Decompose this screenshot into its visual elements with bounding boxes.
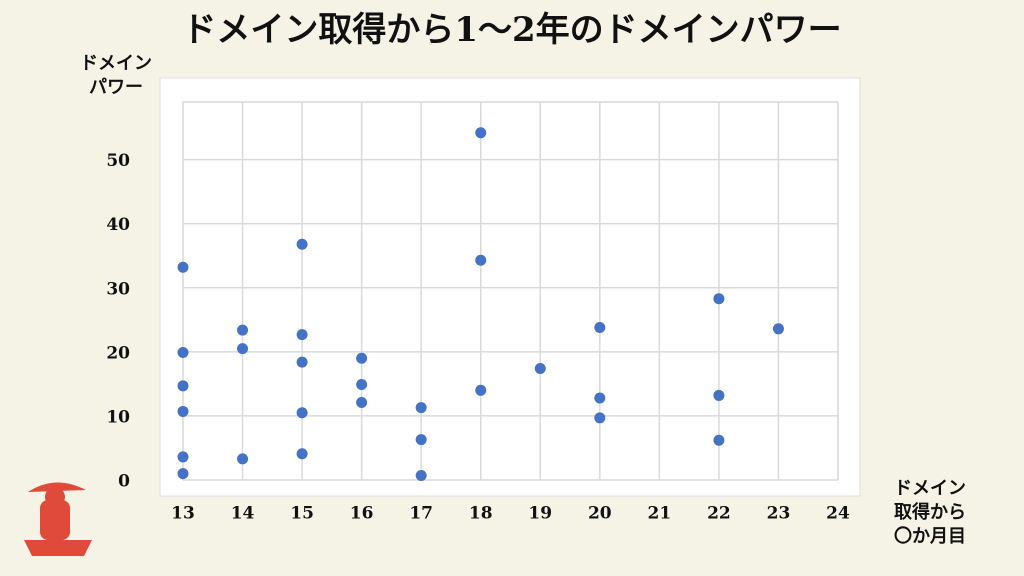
- logo: [24, 482, 92, 556]
- point: [594, 322, 606, 334]
- y-tick-label: 0: [118, 472, 130, 492]
- point: [356, 396, 368, 408]
- chart-title: ドメイン取得から1〜2年のドメインパワー: [182, 10, 841, 50]
- y-axis-label: パワー: [89, 77, 143, 98]
- point: [713, 389, 725, 401]
- x-tick-label: 21: [648, 504, 672, 524]
- y-axis-label: ドメイン: [80, 53, 152, 74]
- point: [177, 468, 189, 480]
- y-tick-label: 40: [106, 215, 130, 235]
- point: [713, 293, 725, 305]
- point: [475, 254, 487, 266]
- point: [177, 405, 189, 417]
- y-tick-label: 30: [106, 279, 130, 299]
- point: [594, 412, 606, 424]
- plot-area: [159, 77, 861, 497]
- x-tick-label: 18: [469, 504, 493, 524]
- x-tick-label: 15: [290, 504, 314, 524]
- point: [177, 261, 189, 273]
- y-tick-label: 10: [106, 407, 130, 427]
- point: [475, 127, 487, 139]
- x-tick-label: 17: [409, 504, 433, 524]
- x-tick-label: 23: [767, 504, 791, 524]
- point: [237, 324, 249, 336]
- point: [415, 470, 427, 482]
- x-axis-label: 取得から: [894, 501, 966, 523]
- point: [713, 434, 725, 446]
- x-tick-label: 24: [826, 504, 850, 524]
- point: [356, 379, 368, 391]
- point: [237, 343, 249, 355]
- y-tick-label: 50: [106, 151, 130, 171]
- point: [296, 238, 308, 250]
- point: [296, 407, 308, 419]
- point: [177, 380, 189, 392]
- x-tick-label: 19: [528, 504, 552, 524]
- x-tick-label: 13: [171, 504, 195, 524]
- point: [296, 356, 308, 368]
- point: [534, 363, 546, 375]
- x-tick-label: 16: [350, 504, 374, 524]
- point: [177, 451, 189, 463]
- point: [415, 434, 427, 446]
- y-tick-label: 20: [106, 343, 130, 363]
- point: [594, 392, 606, 404]
- x-axis-label: ドメイン: [894, 478, 966, 499]
- point: [356, 352, 368, 364]
- x-tick-label: 14: [231, 504, 255, 524]
- x-tick-label: 22: [707, 504, 731, 524]
- point: [237, 453, 249, 465]
- point: [415, 402, 427, 414]
- point: [177, 347, 189, 359]
- x-axis-label: 〇か月目: [894, 526, 966, 547]
- point: [772, 323, 784, 335]
- x-tick-label: 20: [588, 504, 612, 524]
- point: [296, 329, 308, 341]
- point: [296, 448, 308, 460]
- point: [475, 384, 487, 396]
